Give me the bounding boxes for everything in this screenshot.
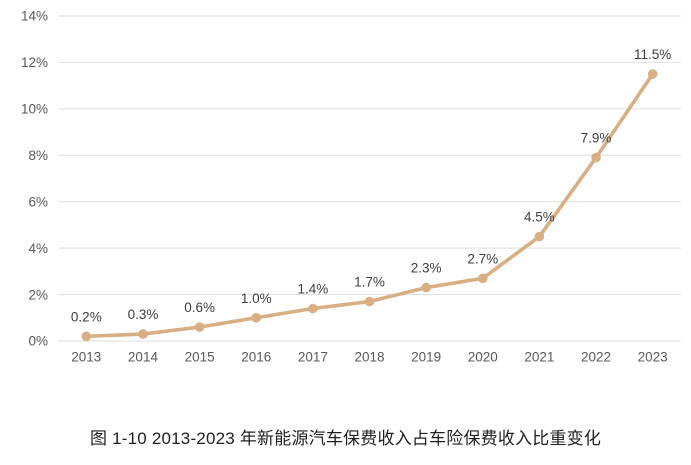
data-label: 0.3% (128, 307, 159, 322)
data-point-marker (81, 331, 92, 342)
data-label: 1.0% (241, 291, 272, 306)
x-axis-label: 2023 (638, 350, 668, 365)
data-label: 0.6% (184, 300, 215, 315)
data-label: 4.5% (524, 210, 555, 225)
x-axis-label: 2015 (185, 350, 215, 365)
y-axis-label: 6% (28, 194, 48, 209)
data-point-marker (364, 296, 375, 307)
x-axis-label: 2016 (241, 350, 271, 365)
x-axis-label: 2018 (354, 350, 384, 365)
line-chart: 0% 2% 4% 6% 8% 10% 12% 14% 0.2% 2013 0.3% 2014 0.6% 2… (21, 9, 681, 365)
data-label: 1.4% (297, 282, 328, 297)
y-axis-label: 2% (28, 287, 48, 302)
data-point-marker (534, 231, 545, 242)
data-point-marker (194, 322, 205, 332)
data-label: 2.7% (467, 251, 498, 266)
data-point-marker (251, 312, 262, 323)
y-axis-label: 0% (28, 334, 48, 349)
data-label: 7.9% (581, 131, 612, 146)
y-axis-label: 14% (21, 9, 48, 24)
data-point-marker (308, 303, 318, 314)
data-point-marker (138, 329, 148, 339)
figure-caption: 图 1-10 2013-2023 年新能源汽车保费收入占车险保费收入比重变化 (89, 429, 602, 448)
data-point-marker (647, 69, 658, 79)
data-point-marker (421, 282, 431, 293)
x-axis-label: 2022 (581, 350, 611, 365)
data-label: 2.3% (411, 261, 442, 276)
x-axis-label: 2021 (524, 350, 554, 365)
y-axis-label: 12% (21, 55, 48, 70)
y-axis-label: 8% (28, 148, 48, 163)
x-axis-label: 2020 (468, 350, 498, 365)
x-axis-label: 2013 (71, 350, 101, 365)
data-point-marker (477, 273, 488, 284)
y-axis-label: 4% (28, 241, 48, 256)
x-axis-label: 2014 (128, 350, 159, 365)
data-point-marker (591, 152, 601, 163)
x-axis-label: 2017 (298, 350, 328, 365)
data-label: 0.2% (71, 309, 102, 324)
y-axis-label: 10% (21, 102, 48, 117)
data-label: 11.5% (634, 47, 671, 62)
data-label: 1.7% (354, 275, 385, 290)
x-axis-label: 2019 (411, 350, 441, 365)
